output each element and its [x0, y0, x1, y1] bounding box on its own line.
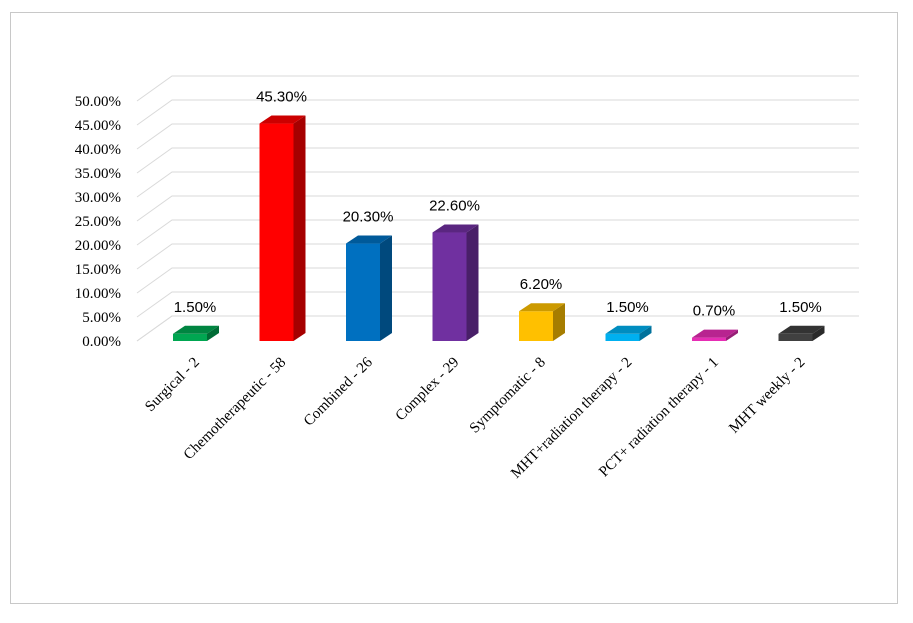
- category-label: Symptomatic - 8: [467, 355, 549, 437]
- bar-front: [173, 333, 207, 341]
- bar-top: [605, 325, 652, 334]
- y-tick-label: 30.00%: [75, 190, 121, 206]
- bar-top: [519, 303, 565, 312]
- bar-top: [432, 224, 479, 233]
- bar-front: [692, 337, 726, 341]
- bar-side: [726, 329, 738, 341]
- y-tick-label: 20.00%: [75, 238, 121, 254]
- category-label: Complex - 29: [393, 355, 463, 425]
- y-tick-label: 45.00%: [75, 118, 121, 134]
- data-labels: 1.50% 45.30% 20.30% 22.60% 6.20% 1.50% 0.70% 1.…: [174, 89, 822, 320]
- bar: [173, 325, 219, 341]
- bar: [346, 235, 392, 341]
- gridline: [136, 219, 859, 246]
- bar-top: [692, 329, 738, 338]
- gridline: [136, 123, 859, 150]
- bar-side: [812, 325, 825, 341]
- bar-front: [519, 311, 553, 341]
- y-axis: 0.00% 5.00% 10.00% 15.00% 20.00% 25.00% 30.00%…: [75, 94, 121, 350]
- data-label: 45.30%: [256, 89, 307, 106]
- gridline: [136, 315, 859, 342]
- bar-top: [259, 115, 306, 124]
- bar-side: [553, 303, 565, 341]
- gridline: [136, 195, 859, 222]
- y-tick-label: 35.00%: [75, 166, 121, 182]
- bar: [692, 329, 738, 341]
- bar-top: [778, 325, 825, 334]
- category-label: MHT weekly - 2: [726, 355, 808, 437]
- bar-side: [293, 115, 306, 341]
- y-tick-label: 0.00%: [82, 334, 121, 350]
- bar-side: [466, 224, 479, 341]
- gridline: [136, 75, 859, 102]
- y-tick-label: 25.00%: [75, 214, 121, 230]
- bar: [605, 325, 652, 341]
- bar-front: [605, 333, 640, 341]
- data-label: 0.70%: [693, 303, 736, 320]
- data-label: 1.50%: [174, 299, 217, 316]
- bar-front: [346, 243, 380, 341]
- bar: [519, 303, 565, 341]
- gridline: [136, 99, 859, 126]
- bars: [173, 115, 825, 341]
- bar-side: [207, 325, 219, 341]
- data-label: 1.50%: [606, 299, 649, 316]
- bar-chart: 0.00% 5.00% 10.00% 15.00% 20.00% 25.00% 30.00%…: [75, 75, 859, 482]
- data-label: 6.20%: [520, 276, 563, 293]
- data-label: 20.30%: [343, 209, 394, 226]
- bar: [778, 325, 825, 341]
- bar-top: [346, 235, 392, 244]
- bar-front: [259, 123, 294, 341]
- y-tick-label: 15.00%: [75, 262, 121, 278]
- chart-frame: 0.00% 5.00% 10.00% 15.00% 20.00% 25.00% 30.00%…: [10, 12, 898, 604]
- y-tick-label: 10.00%: [75, 286, 121, 302]
- category-label: Combined - 26: [301, 354, 376, 429]
- gridline: [136, 171, 859, 198]
- category-label: Surgical - 2: [142, 355, 203, 416]
- bar-front: [432, 232, 467, 341]
- gridline: [136, 243, 859, 270]
- y-tick-label: 50.00%: [75, 94, 121, 110]
- bar-side: [380, 235, 392, 341]
- floor-line: [136, 315, 859, 342]
- bar-top: [173, 325, 219, 334]
- bar: [432, 224, 479, 341]
- y-tick-label: 5.00%: [82, 310, 121, 326]
- y-tick-label: 40.00%: [75, 142, 121, 158]
- gridlines: [136, 75, 859, 342]
- gridline: [136, 291, 859, 318]
- gridline: [136, 147, 859, 174]
- bar: [259, 115, 306, 341]
- bar-front: [778, 333, 813, 341]
- gridline: [136, 267, 859, 294]
- data-label: 22.60%: [429, 198, 480, 215]
- bar-side: [639, 325, 652, 341]
- data-label: 1.50%: [779, 299, 822, 316]
